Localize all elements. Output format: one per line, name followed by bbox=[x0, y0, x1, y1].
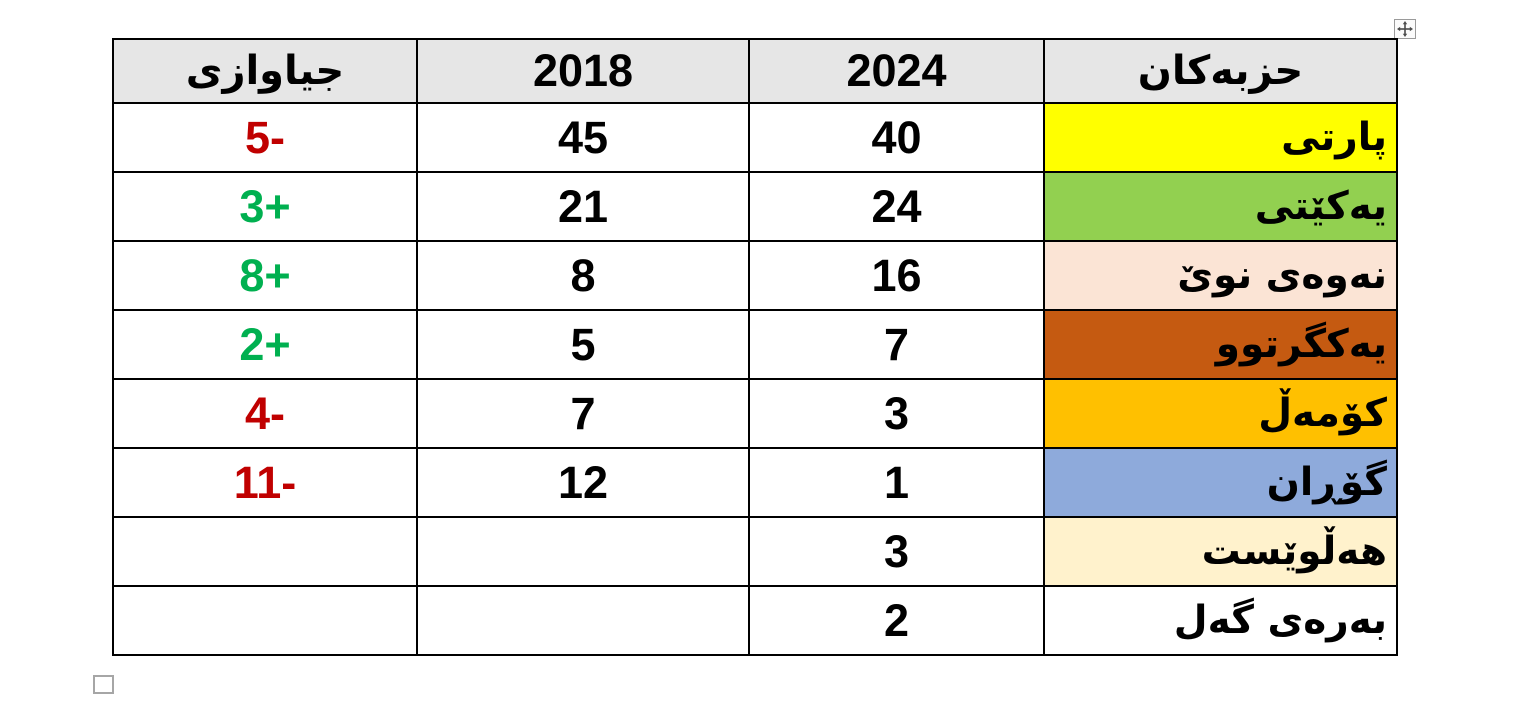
seats-2024-cell[interactable]: 24 bbox=[748, 171, 1045, 242]
header-cell-parties[interactable]: حزبەکان bbox=[1043, 38, 1398, 104]
diff-value: 4- bbox=[244, 387, 285, 439]
seats-2024-cell[interactable]: 1 bbox=[748, 447, 1045, 518]
header-cell-2024[interactable]: 2024 bbox=[748, 38, 1045, 104]
table-row: یەکێتی 24 21 3+ bbox=[112, 171, 1398, 242]
diff-cell[interactable] bbox=[112, 516, 418, 587]
seats-2018-cell[interactable]: 5 bbox=[416, 309, 750, 380]
party-name-cell[interactable]: کۆمەڵ bbox=[1043, 378, 1398, 449]
seats-2018-cell[interactable] bbox=[416, 585, 750, 656]
table-move-icon bbox=[1397, 21, 1413, 37]
party-name-cell[interactable]: نەوەی نوێ bbox=[1043, 240, 1398, 311]
party-name-cell[interactable]: گۆڕان bbox=[1043, 447, 1398, 518]
table-row: کۆمەڵ 3 7 4- bbox=[112, 378, 1398, 449]
seats-2024-cell[interactable]: 3 bbox=[748, 378, 1045, 449]
party-name-cell[interactable]: بەرەی گەل bbox=[1043, 585, 1398, 656]
header-cell-2018[interactable]: 2018 bbox=[416, 38, 750, 104]
diff-cell[interactable]: 4- bbox=[112, 378, 418, 449]
table-row: بەرەی گەل 2 bbox=[112, 585, 1398, 656]
seats-2018-cell[interactable]: 12 bbox=[416, 447, 750, 518]
table-resize-handle[interactable] bbox=[93, 675, 114, 694]
seats-2024-cell[interactable]: 3 bbox=[748, 516, 1045, 587]
table-row: گۆڕان 1 12 11- bbox=[112, 447, 1398, 518]
seats-2018-cell[interactable]: 21 bbox=[416, 171, 750, 242]
seats-2018-cell[interactable]: 8 bbox=[416, 240, 750, 311]
table-move-handle[interactable] bbox=[1394, 19, 1416, 39]
party-name-cell[interactable]: یەکێتی bbox=[1043, 171, 1398, 242]
diff-cell[interactable]: 11- bbox=[112, 447, 418, 518]
diff-cell[interactable]: 8+ bbox=[112, 240, 418, 311]
seats-2018-cell[interactable] bbox=[416, 516, 750, 587]
diff-value: 11- bbox=[233, 456, 297, 508]
party-name-cell[interactable]: هەڵوێست bbox=[1043, 516, 1398, 587]
seats-2018-cell[interactable]: 45 bbox=[416, 102, 750, 173]
diff-cell[interactable]: 3+ bbox=[112, 171, 418, 242]
party-name-cell[interactable]: پارتی bbox=[1043, 102, 1398, 173]
table-row: هەڵوێست 3 bbox=[112, 516, 1398, 587]
results-table: حزبەکان 2024 2018 جیاوازی پارتی 40 45 5-… bbox=[112, 38, 1398, 656]
seats-2024-cell[interactable]: 7 bbox=[748, 309, 1045, 380]
table-row: نەوەی نوێ 16 8 8+ bbox=[112, 240, 1398, 311]
diff-cell[interactable]: 2+ bbox=[112, 309, 418, 380]
header-cell-diff[interactable]: جیاوازی bbox=[112, 38, 418, 104]
seats-2024-cell[interactable]: 40 bbox=[748, 102, 1045, 173]
header-row: حزبەکان 2024 2018 جیاوازی bbox=[112, 38, 1398, 104]
diff-value: 3+ bbox=[239, 180, 291, 232]
diff-cell[interactable] bbox=[112, 585, 418, 656]
diff-cell[interactable]: 5- bbox=[112, 102, 418, 173]
seats-2024-cell[interactable]: 16 bbox=[748, 240, 1045, 311]
party-name-cell[interactable]: یەکگرتوو bbox=[1043, 309, 1398, 380]
diff-value: 8+ bbox=[239, 249, 291, 301]
table-row: پارتی 40 45 5- bbox=[112, 102, 1398, 173]
diff-value: 2+ bbox=[239, 318, 291, 370]
table-row: یەکگرتوو 7 5 2+ bbox=[112, 309, 1398, 380]
seats-2018-cell[interactable]: 7 bbox=[416, 378, 750, 449]
diff-value: 5- bbox=[244, 111, 285, 163]
seats-2024-cell[interactable]: 2 bbox=[748, 585, 1045, 656]
